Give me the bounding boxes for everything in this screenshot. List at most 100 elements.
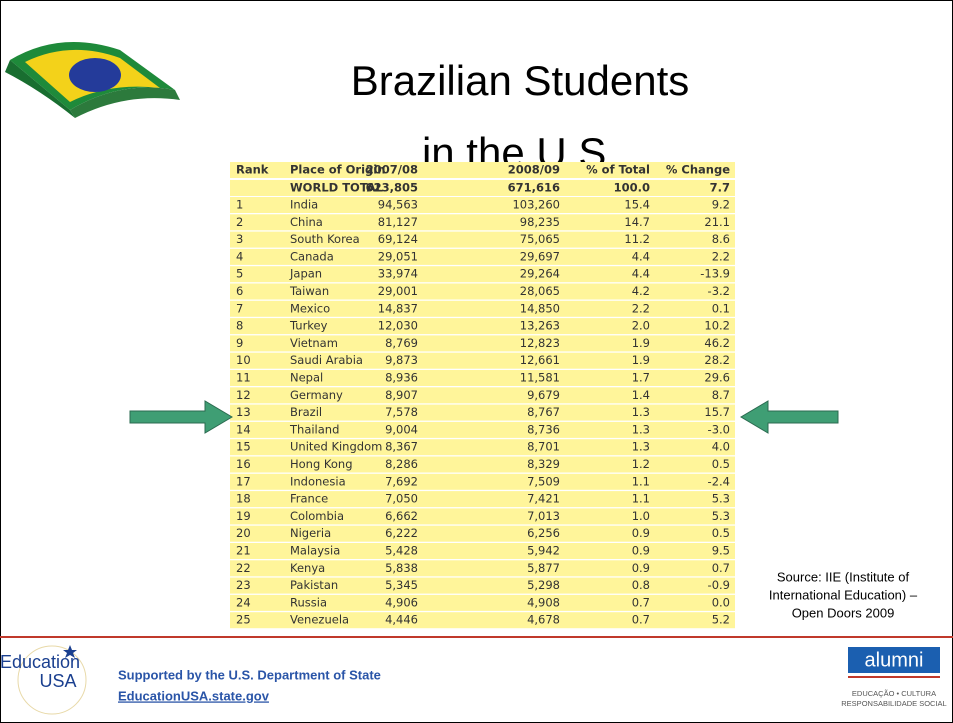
table-cell: 2.2 <box>712 249 730 263</box>
table-cell: Brazil <box>290 405 322 419</box>
table-cell: 29,051 <box>378 249 418 263</box>
row-highlight <box>230 248 735 265</box>
table-cell: 12 <box>236 388 251 402</box>
table-cell: 14.7 <box>624 215 650 229</box>
table-cell: -3.0 <box>708 422 730 436</box>
row-highlight <box>230 231 735 248</box>
row-highlight <box>230 318 735 335</box>
row-highlight <box>230 508 735 525</box>
table-cell: Colombia <box>290 509 344 523</box>
table-cell: Vietnam <box>290 336 338 350</box>
table-cell: 28,065 <box>520 284 560 298</box>
arrow-left <box>740 400 839 434</box>
table-cell: 1.1 <box>632 492 650 506</box>
table-cell: 10 <box>236 353 251 367</box>
table-cell: 1.3 <box>632 440 650 454</box>
logo-text: Education <box>0 652 80 672</box>
table-cell: % of Total <box>586 163 650 177</box>
table-cell: 100.0 <box>614 181 650 195</box>
table-cell: 1.1 <box>632 474 650 488</box>
table-cell: % Change <box>666 163 730 177</box>
row-highlight <box>230 525 735 542</box>
table-cell: 22 <box>236 561 251 575</box>
table-cell: 7,578 <box>385 405 418 419</box>
row-highlight <box>230 387 735 404</box>
table-cell: 8,769 <box>385 336 418 350</box>
table-cell: 7.7 <box>710 181 730 195</box>
row-highlight <box>230 404 735 421</box>
table-cell: 0.0 <box>712 595 730 609</box>
table-cell: 46.2 <box>704 336 730 350</box>
table-cell: 1.2 <box>632 457 650 471</box>
table-cell: 5,877 <box>527 561 560 575</box>
table-cell: Turkey <box>289 319 328 333</box>
row-highlight <box>230 543 735 559</box>
table-cell: Kenya <box>290 561 325 575</box>
table-cell: 5,838 <box>385 561 418 575</box>
table-cell: 15 <box>236 440 251 454</box>
table-cell: 623,805 <box>366 181 418 195</box>
table-cell: 0.1 <box>712 301 730 315</box>
table-cell: 2.2 <box>632 301 650 315</box>
table-cell: 29,697 <box>520 249 560 263</box>
table-cell: 5,428 <box>385 544 418 558</box>
table-cell: 4.4 <box>632 267 650 281</box>
table-cell: 11,581 <box>520 371 560 385</box>
table-cell: WORLD TOTAL <box>290 181 384 195</box>
table-cell: 5,298 <box>527 578 560 592</box>
row-highlight <box>230 162 735 178</box>
table-cell: Indonesia <box>290 474 346 488</box>
logo-text: EDUCAÇÃO • CULTURA <box>852 689 936 698</box>
table-cell: 7,050 <box>385 492 418 506</box>
table-cell: 20 <box>236 526 251 540</box>
table-cell: 2008/09 <box>508 163 560 177</box>
table-cell: 12,661 <box>520 353 560 367</box>
table-cell: 8.6 <box>712 232 730 246</box>
table-cell: -13.9 <box>700 267 730 281</box>
row-highlight <box>230 421 735 438</box>
row-highlight <box>230 612 735 629</box>
table-cell: 9 <box>236 336 243 350</box>
educationusa-logo: Education USA <box>0 645 87 715</box>
table-cell: 8,736 <box>527 422 560 436</box>
table-cell: 9.5 <box>712 544 730 558</box>
table-cell: 5.3 <box>712 509 730 523</box>
table-cell: 8,907 <box>385 388 418 402</box>
table-cell: 15.4 <box>624 198 650 212</box>
table-cell: 8 <box>236 319 243 333</box>
table-cell: 8,367 <box>385 440 418 454</box>
table-cell: 13 <box>236 405 251 419</box>
flag-icon <box>5 42 180 118</box>
table-cell: 24 <box>236 595 251 609</box>
table-cell: 2 <box>236 215 243 229</box>
table-cell: 8,701 <box>527 440 560 454</box>
table-cell: 10.2 <box>704 319 730 333</box>
website-link[interactable]: EducationUSA.state.gov <box>118 688 270 703</box>
table-cell: 81,127 <box>378 215 418 229</box>
row-highlight <box>230 456 735 473</box>
table-cell: 21 <box>236 544 251 558</box>
table-cell: 7,013 <box>527 509 560 523</box>
table-cell: 12,823 <box>520 336 560 350</box>
table-cell: -2.4 <box>708 474 730 488</box>
table-cell: 0.5 <box>712 526 730 540</box>
table-cell: 0.5 <box>712 457 730 471</box>
table-cell: Canada <box>290 249 334 263</box>
table-cell: Rank <box>236 163 269 177</box>
table-cell: Pakistan <box>290 578 338 592</box>
table-cell: 11 <box>236 371 251 385</box>
table-cell: 0.7 <box>712 561 730 575</box>
table-cell: 6,256 <box>527 526 560 540</box>
table-cell: 28.2 <box>704 353 730 367</box>
table-cell: 4,908 <box>527 595 560 609</box>
row-highlight <box>230 473 735 490</box>
table-cell: 0.7 <box>632 595 650 609</box>
row-highlight <box>230 439 735 456</box>
table-cell: Mexico <box>290 301 330 315</box>
arrow-right <box>129 400 233 434</box>
table-cell: 29.6 <box>704 371 730 385</box>
table-cell: 98,235 <box>520 215 560 229</box>
table-cell: 19 <box>236 509 251 523</box>
row-highlight <box>230 283 735 300</box>
